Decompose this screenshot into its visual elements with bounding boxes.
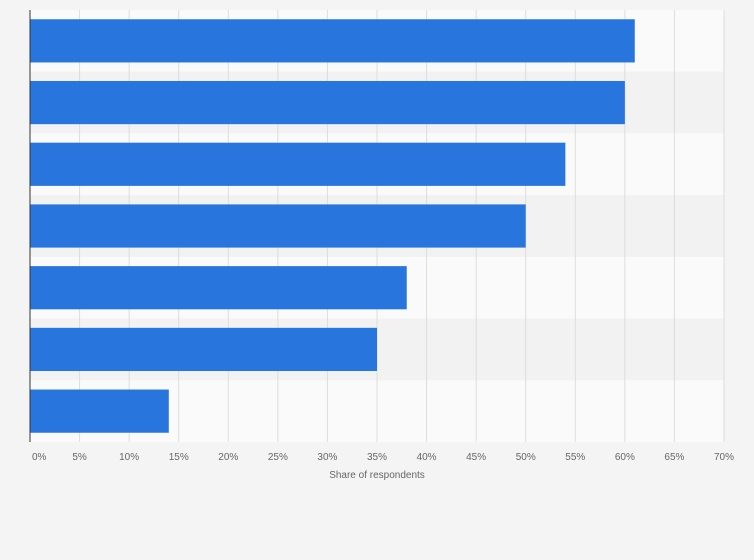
- x-tick-label: 35%: [367, 452, 387, 463]
- bar: [30, 389, 169, 433]
- x-axis-title: Share of respondents: [329, 470, 425, 481]
- x-tick-label: 40%: [417, 452, 437, 463]
- bars: [30, 19, 635, 433]
- x-tick-label: 20%: [218, 452, 238, 463]
- x-tick-label: 10%: [119, 452, 139, 463]
- x-tick-label: 25%: [268, 452, 288, 463]
- bar: [30, 327, 377, 372]
- x-tick-label: 15%: [169, 452, 189, 463]
- x-tick-label: 65%: [664, 452, 684, 463]
- x-tick-label: 45%: [466, 452, 486, 463]
- bar: [30, 266, 407, 310]
- bar: [30, 19, 635, 63]
- x-tick-label: 70%: [714, 452, 734, 463]
- bar: [30, 142, 566, 186]
- x-tick-label: 0%: [32, 452, 47, 463]
- x-tick-label: 30%: [317, 452, 337, 463]
- x-tick-label: 5%: [72, 452, 87, 463]
- x-tick-label: 55%: [565, 452, 585, 463]
- bar: [30, 204, 526, 248]
- x-tick-label: 50%: [516, 452, 536, 463]
- x-tick-label: 60%: [615, 452, 635, 463]
- x-axis-ticks: 0% 5% 10% 15% 20% 25% 30% 35% 40% 45% 50% 55% 60% 65%…: [32, 452, 734, 463]
- bar: [30, 80, 625, 125]
